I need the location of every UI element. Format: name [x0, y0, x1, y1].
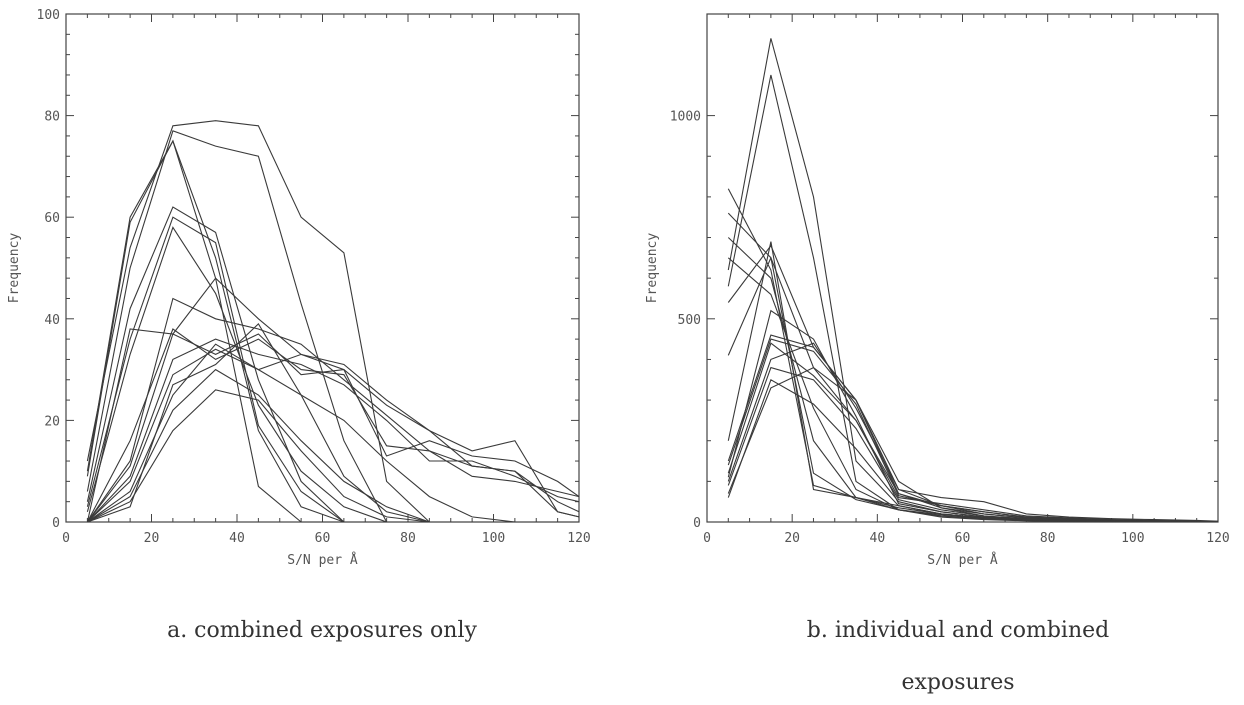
- x-axis-label: S/N per Å: [287, 552, 358, 568]
- series-line-14: [727, 366, 1218, 523]
- x-tick-label: 0: [62, 531, 70, 546]
- chart-caption-line-2: exposures: [901, 670, 1014, 695]
- x-tick-label: 20: [784, 531, 800, 546]
- series-line-5: [727, 237, 1218, 523]
- series-line-4: [727, 212, 1218, 523]
- series-line-10: [86, 297, 580, 523]
- series-line-9: [727, 241, 1218, 523]
- x-tick-label: 20: [144, 531, 160, 546]
- y-tick-label: 500: [678, 313, 701, 328]
- y-tick-label: 0: [693, 516, 701, 531]
- x-tick-label: 80: [400, 531, 416, 546]
- y-tick-label: 60: [44, 211, 60, 226]
- chart-caption: a. combined exposures only: [167, 618, 477, 643]
- y-tick-label: 1000: [670, 110, 701, 125]
- x-tick-label: 60: [315, 531, 331, 546]
- x-tick-label: 120: [1206, 531, 1229, 546]
- series-line-11: [86, 333, 580, 523]
- series-line-3: [86, 120, 579, 523]
- series-line-1: [86, 139, 579, 523]
- chart-panel-b: 0 20 40 60 80 100 120 0 500 1000 S/N per Å Frequenc…: [645, 13, 1230, 695]
- x-tick-label: 40: [870, 531, 886, 546]
- y-axis-label: Frequency: [7, 233, 22, 304]
- series-line-12: [86, 338, 580, 523]
- series-line-2: [86, 139, 579, 523]
- y-tick-label: 0: [52, 516, 60, 531]
- x-tick-label: 0: [703, 531, 711, 546]
- x-tick-label: 40: [229, 531, 245, 546]
- series-line-15: [727, 366, 1218, 523]
- x-tick-label: 120: [567, 531, 590, 546]
- series-line-17: [727, 309, 1218, 523]
- series-line-8: [727, 256, 1219, 523]
- x-tick-label: 100: [482, 531, 505, 546]
- chart-panel-a: 0 20 40 60 80 100 120 0 20 40 60 80 100 S/N per Å Freq…: [7, 8, 591, 643]
- series-line-17: [87, 323, 579, 523]
- plot-frame: [65, 13, 580, 523]
- y-tick-label: 40: [44, 313, 60, 328]
- series-line-3: [727, 188, 1218, 523]
- y-tick-label: 100: [37, 8, 60, 23]
- series-line-1: [727, 38, 1218, 523]
- series-line-9: [86, 328, 580, 523]
- series-line-12: [727, 342, 1219, 523]
- series-line-6: [727, 257, 1218, 523]
- series-line-13: [727, 342, 1219, 522]
- y-tick-label: 80: [44, 110, 60, 125]
- series-line-13: [87, 348, 580, 523]
- plot-frame: [706, 13, 1219, 523]
- series-line-7: [727, 244, 1218, 523]
- y-tick-label: 20: [44, 414, 60, 429]
- series-line-4: [86, 130, 579, 523]
- y-axis-label: Frequency: [645, 233, 660, 304]
- x-tick-label: 100: [1121, 531, 1144, 546]
- chart-caption: b. individual and combined: [807, 618, 1109, 643]
- x-axis-label: S/N per Å: [927, 552, 998, 568]
- series-line-7: [86, 226, 579, 523]
- x-tick-label: 80: [1040, 531, 1056, 546]
- x-tick-label: 60: [955, 531, 971, 546]
- series-line-2: [727, 74, 1218, 523]
- series-line-5: [86, 206, 579, 523]
